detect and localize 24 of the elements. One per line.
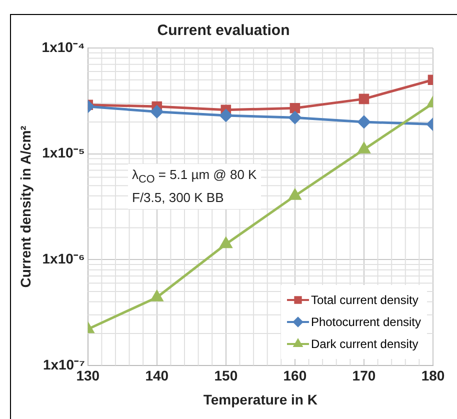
point: [220, 237, 232, 248]
point: [288, 111, 302, 124]
annotation: λ$_{CO}$ = 5.1 µm @ 80 K: [132, 166, 257, 188]
x-axis-title: Temperature in K: [203, 391, 318, 408]
y-tick-label: 1x10⁻⁵: [42, 144, 85, 161]
point: [220, 109, 232, 122]
legend-label: Dark current density: [310, 336, 418, 354]
point: [290, 103, 300, 114]
x-tick-label: 150: [214, 368, 238, 384]
point: [150, 290, 163, 302]
legend-label: Photocurrent density: [310, 314, 421, 332]
chart-title: Current evaluation: [157, 22, 290, 40]
point: [150, 105, 164, 118]
x-tick-label: 180: [421, 368, 445, 384]
annotation: F/3.5, 300 K BB: [132, 188, 225, 207]
point: [358, 142, 370, 154]
point: [288, 189, 301, 200]
x-tick-label: 170: [352, 368, 376, 384]
y-tick-label: 1x10⁻⁴: [42, 38, 85, 55]
y-tick-label: 1x10⁻⁶: [42, 250, 85, 266]
y-axis-title: Current density in A/cm²: [17, 125, 34, 288]
legend-label: Total current density: [310, 292, 418, 310]
x-tick-label: 140: [145, 368, 169, 384]
x-tick-label: 160: [283, 368, 307, 384]
